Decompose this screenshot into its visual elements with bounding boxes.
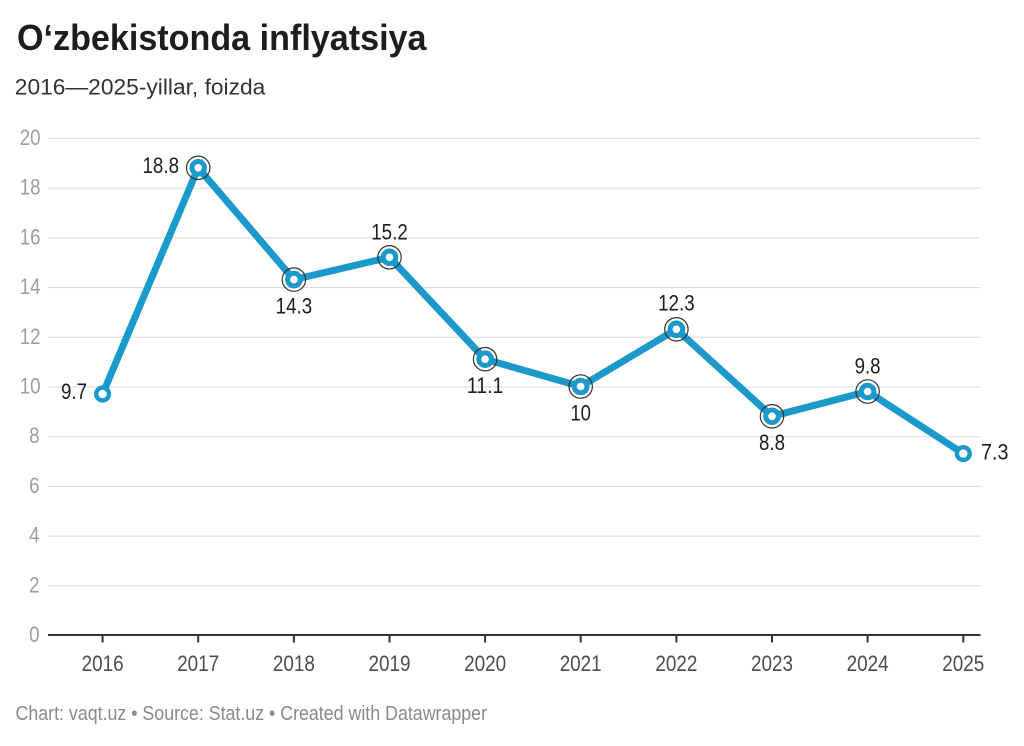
svg-text:12.3: 12.3 bbox=[658, 291, 695, 316]
svg-text:Chart: vaqt.uz • Source: Stat.: Chart: vaqt.uz • Source: Stat.uz • Creat… bbox=[16, 703, 488, 725]
svg-text:15.2: 15.2 bbox=[371, 219, 408, 244]
svg-text:18: 18 bbox=[20, 175, 41, 200]
svg-text:2019: 2019 bbox=[369, 651, 411, 676]
svg-text:18.8: 18.8 bbox=[143, 153, 180, 178]
svg-text:2020: 2020 bbox=[464, 651, 506, 676]
svg-text:2016: 2016 bbox=[82, 651, 124, 676]
svg-text:2018: 2018 bbox=[273, 651, 315, 676]
svg-text:2024: 2024 bbox=[847, 651, 889, 676]
svg-text:7.3: 7.3 bbox=[981, 440, 1009, 465]
svg-text:10: 10 bbox=[570, 401, 591, 426]
svg-text:9.7: 9.7 bbox=[61, 379, 87, 404]
svg-text:16: 16 bbox=[20, 224, 41, 249]
svg-text:8: 8 bbox=[29, 423, 39, 448]
svg-text:2021: 2021 bbox=[560, 651, 602, 676]
svg-text:O‘zbekistonda inflyatsiya: O‘zbekistonda inflyatsiya bbox=[17, 17, 427, 58]
svg-text:6: 6 bbox=[29, 473, 39, 498]
svg-text:12: 12 bbox=[20, 324, 41, 349]
svg-text:2023: 2023 bbox=[751, 651, 793, 676]
svg-text:2025: 2025 bbox=[942, 651, 984, 676]
svg-text:2017: 2017 bbox=[177, 651, 219, 676]
svg-text:2016—2025-yillar, foizda: 2016—2025-yillar, foizda bbox=[15, 75, 266, 100]
svg-text:8.8: 8.8 bbox=[759, 430, 785, 455]
svg-text:0: 0 bbox=[29, 622, 39, 647]
svg-text:9.8: 9.8 bbox=[855, 354, 881, 379]
svg-text:14.3: 14.3 bbox=[276, 293, 313, 318]
svg-text:14: 14 bbox=[20, 274, 41, 299]
svg-text:4: 4 bbox=[29, 523, 39, 548]
svg-text:2022: 2022 bbox=[655, 651, 697, 676]
svg-text:10: 10 bbox=[20, 374, 41, 399]
svg-text:11.1: 11.1 bbox=[467, 373, 504, 398]
svg-text:20: 20 bbox=[20, 125, 41, 150]
svg-text:2: 2 bbox=[29, 572, 39, 597]
